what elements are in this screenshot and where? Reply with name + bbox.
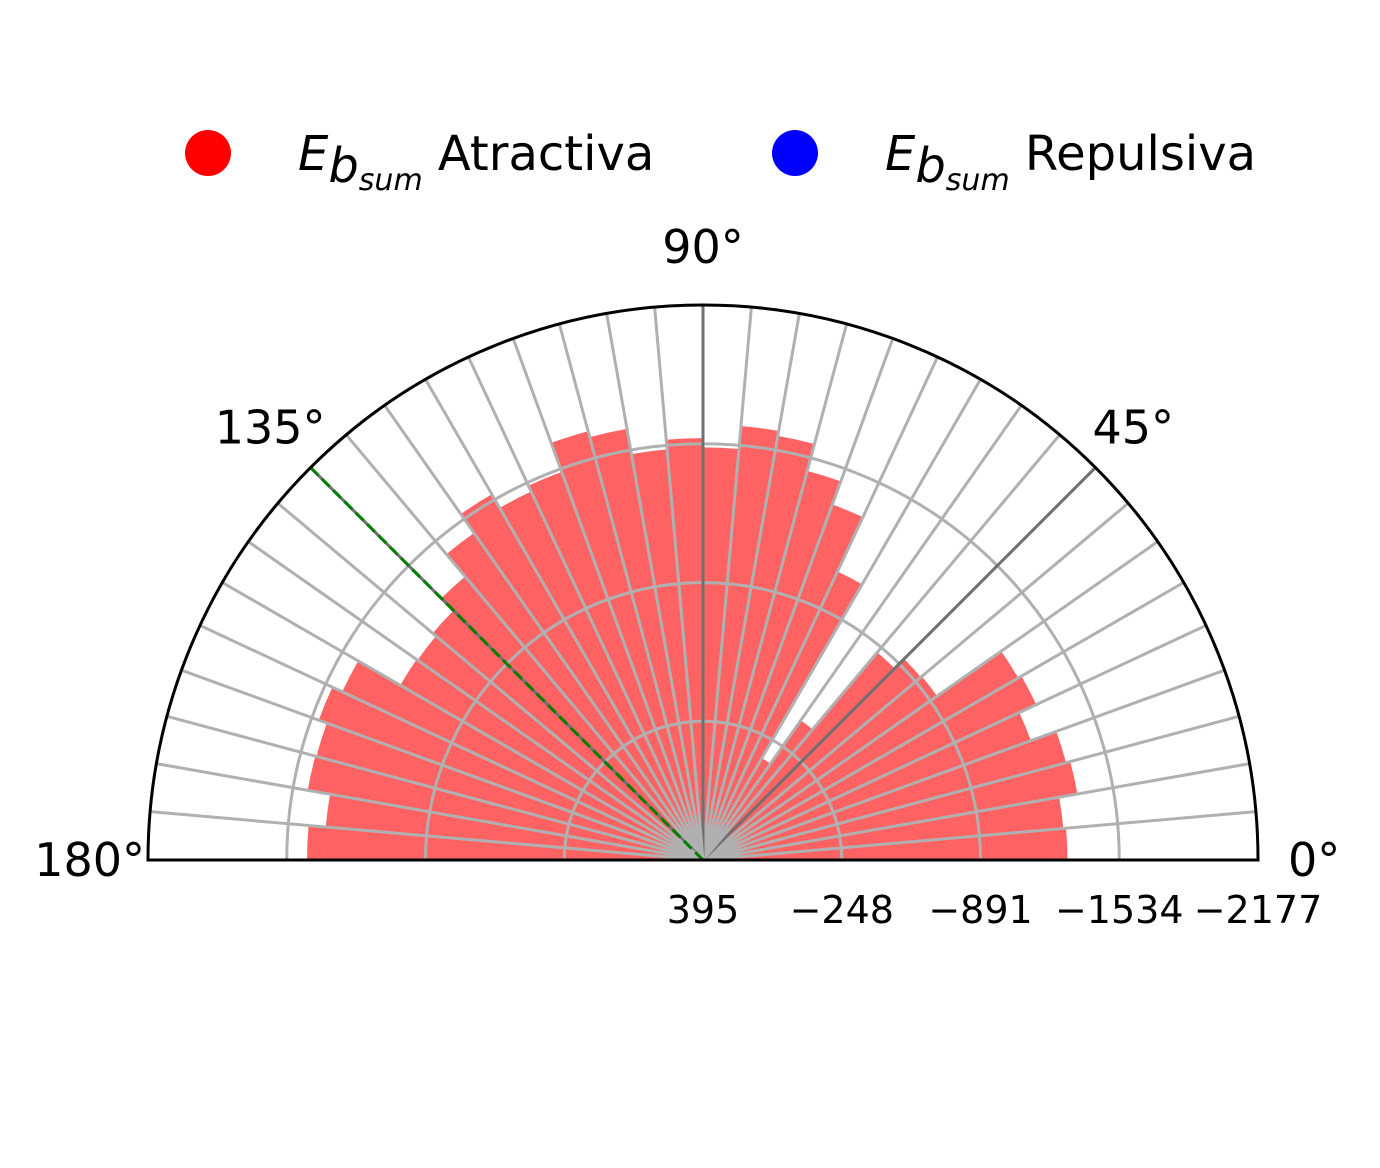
reference-line	[309, 466, 705, 862]
attractive-bar-40	[703, 658, 921, 860]
radial-tick-label-3: −1534	[1055, 888, 1184, 932]
angular-gridline-160	[180, 668, 704, 862]
angular-gridline-70	[701, 337, 895, 861]
angle-tick-label-0: 0°	[1288, 833, 1340, 887]
legend-marker-1	[772, 130, 818, 176]
attractive-bar-120	[460, 494, 703, 860]
angular-gridline-65	[701, 356, 939, 861]
angular-gridline-85	[701, 306, 753, 861]
angular-gridline-105	[557, 323, 705, 861]
attractive-bar-125	[446, 532, 703, 860]
angular-gridline-15	[702, 714, 1240, 862]
radial-tick-label-2: −891	[928, 888, 1032, 932]
attractive-bar-150	[342, 660, 703, 860]
attractive-bar-35	[703, 676, 938, 860]
legend-label-1: Ebsum Repulsiva	[885, 126, 1256, 198]
angular-gridline-50	[701, 433, 1061, 861]
attractive-bar-45	[703, 652, 895, 860]
angular-gridline-5	[702, 810, 1257, 862]
angular-gridline-155	[199, 624, 704, 862]
angular-gridline-145	[247, 540, 704, 862]
angular-gridline-45	[701, 466, 1097, 862]
radial-tick-label-0: 395	[667, 888, 740, 932]
angular-gridline-115	[467, 356, 705, 861]
grid-layer	[149, 305, 1257, 862]
angle-tick-label-45: 45°	[1092, 401, 1174, 455]
angle-tick-label-180: 180°	[34, 833, 145, 887]
attractive-bar-135	[432, 610, 703, 860]
radial-tick-label-4: −2177	[1194, 888, 1323, 932]
radial-tick-label-1: −248	[790, 888, 894, 932]
angular-gridline-55	[701, 404, 1023, 861]
attractive-bar-115	[499, 491, 703, 860]
angle-tick-label-135: 135°	[215, 401, 326, 455]
polar-outline	[146, 303, 1260, 862]
angular-gridline-20	[702, 668, 1226, 862]
angular-gridline-60	[701, 378, 982, 861]
attractive-bar-140	[417, 635, 703, 860]
angle-tick-label-90: 90°	[662, 220, 744, 274]
angular-gridline-40	[702, 502, 1130, 862]
legend: Ebsum Atractiva Ebsum Repulsiva	[185, 126, 1256, 198]
angular-gridline-100	[605, 313, 705, 861]
attractive-bar-130	[441, 576, 703, 860]
angular-gridline-125	[383, 404, 705, 861]
angular-gridline-95	[653, 306, 705, 861]
angular-gridline-25	[702, 624, 1207, 862]
angular-gridline-80	[701, 313, 801, 861]
angular-gridline-10	[702, 762, 1250, 862]
angular-gridline-110	[511, 337, 705, 861]
angular-gridline-170	[156, 762, 704, 862]
angular-gridline-75	[701, 323, 849, 861]
angular-gridline-140	[276, 502, 704, 862]
attractive-bar-25	[703, 676, 1037, 860]
angular-gridline-175	[149, 810, 704, 862]
angular-gridline-130	[345, 433, 705, 861]
angular-gridline-35	[702, 540, 1159, 862]
angular-gridline-120	[424, 378, 705, 861]
attractive-bar-30	[703, 651, 1019, 860]
legend-marker-0	[185, 130, 231, 176]
legend-label-0: Ebsum Atractiva	[298, 126, 654, 198]
angular-gridline-150	[221, 581, 704, 862]
attractive-bar-145	[400, 659, 703, 860]
angular-gridline-30	[702, 581, 1185, 862]
label-layer: 0° 45° 90° 135° 180° 395 −248 −891 −1534 −2177	[34, 220, 1340, 932]
attractive-bar-60	[703, 571, 863, 860]
polar-frame	[146, 303, 1260, 862]
angular-gridline-165	[166, 714, 704, 862]
